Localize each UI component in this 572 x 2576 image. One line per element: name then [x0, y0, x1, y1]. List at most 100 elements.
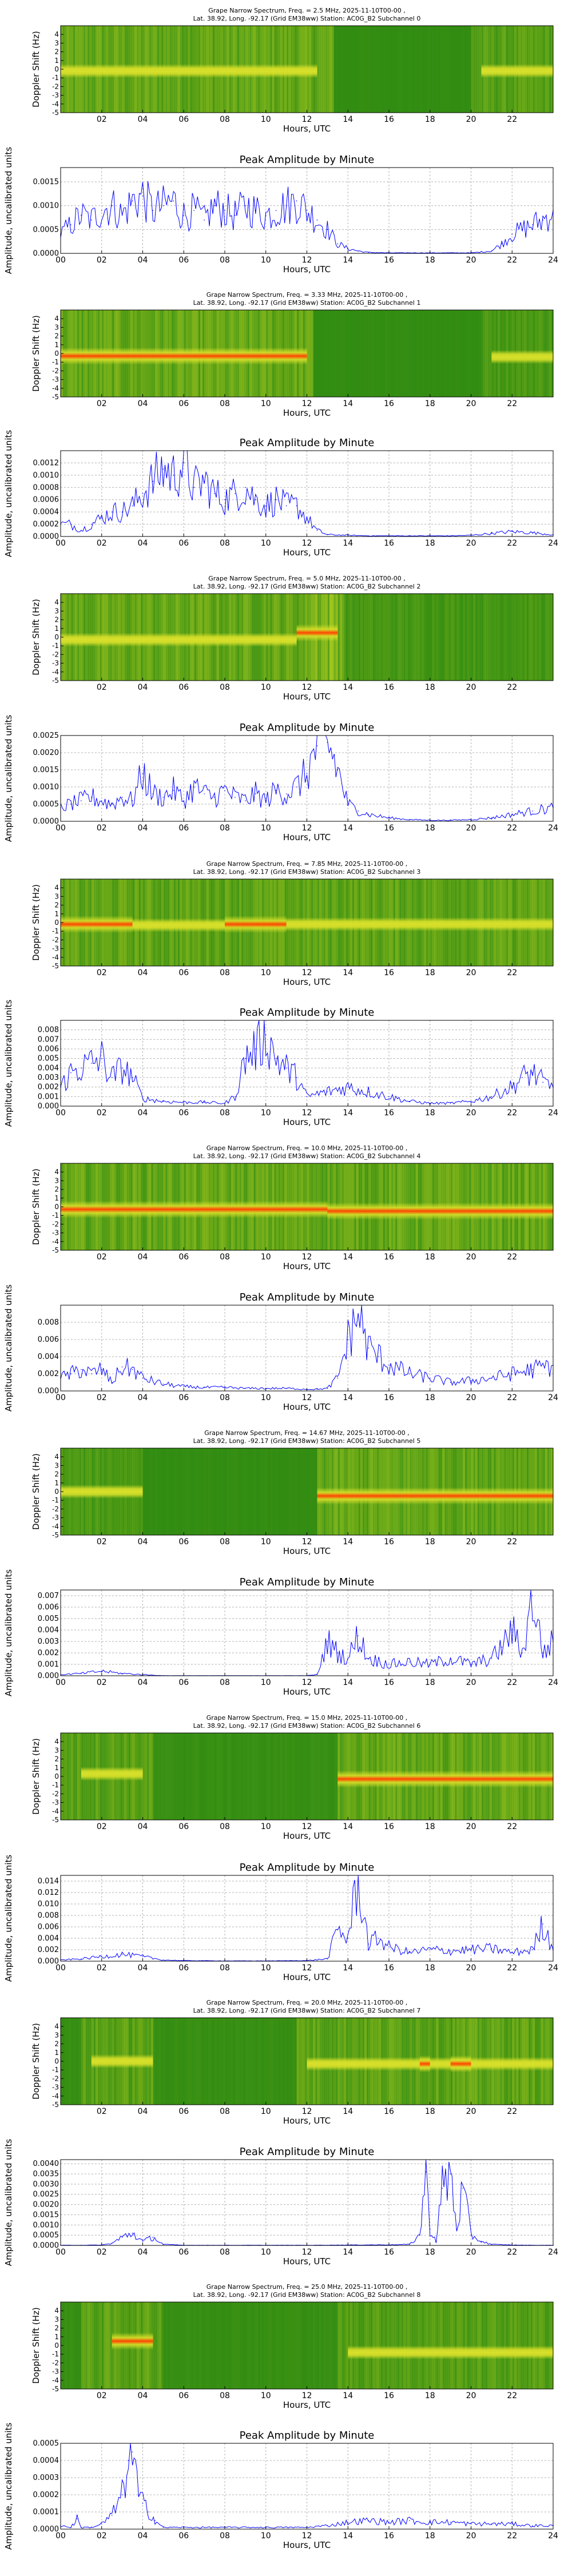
spectrogram-column [264, 1733, 267, 1820]
spectrogram-column [251, 1733, 254, 1820]
spectrogram-column [418, 2302, 420, 2389]
data-point [491, 251, 492, 252]
data-point [491, 1377, 492, 1379]
spectrogram-column [339, 594, 342, 681]
spectrogram-column [313, 1733, 316, 1820]
spectrogram-column [219, 1448, 221, 1535]
spectrogram-column [247, 1448, 249, 1535]
spectrogram-column [210, 2302, 213, 2389]
spectrogram-column [467, 26, 470, 113]
amplitude-panel: Peak Amplitude by Minute 0.000 0.002 0.004 0… [3, 1285, 558, 1412]
y-tick-label: 2 [54, 332, 59, 340]
x-tick-label: 14 [343, 2248, 353, 2257]
spectrogram-column [430, 310, 432, 397]
x-tick-label: 22 [507, 1108, 517, 1118]
spectrogram-column [389, 26, 391, 113]
x-tick-label: 10 [261, 2248, 271, 2257]
x-tick-label: 14 [343, 1537, 353, 1547]
spectrogram-column [313, 2302, 316, 2389]
spectrogram-column [196, 2018, 198, 2105]
x-tick-label: 06 [178, 1253, 189, 1262]
x-tick-label: 22 [507, 399, 517, 408]
x-tick-label: 14 [343, 115, 353, 124]
x-tick-label: 22 [507, 1393, 517, 1402]
spectrogram-column [272, 2018, 275, 2105]
y-tick-label: 1 [54, 625, 59, 633]
x-tick-label: 02 [97, 115, 107, 124]
spectrogram-column [362, 310, 364, 397]
y-tick-label: -5 [52, 393, 59, 401]
data-point [368, 814, 369, 815]
spectrogram-column [157, 1448, 160, 1535]
spectrogram-column [276, 2018, 279, 2105]
spectrogram-column [303, 1733, 305, 1820]
spectrogram-column [407, 310, 410, 397]
x-tick-label: 22 [507, 2107, 517, 2116]
x-tick-label: 14 [343, 1822, 353, 1831]
x-tick-label: 02 [97, 1108, 107, 1118]
spectrogram-column [467, 2302, 470, 2389]
spectrogram-column [440, 26, 443, 113]
spectrogram-column [419, 26, 422, 113]
spectrogram-column [268, 1448, 270, 1535]
x-axis-label: Hours, UTC [283, 2256, 331, 2267]
spectrogram-panel: Grape Narrow Spectrum, Freq. = 2.5 MHz, … [31, 7, 554, 134]
data-point [327, 229, 328, 230]
spectrogram-column [485, 594, 488, 681]
spectrogram-column [173, 1448, 176, 1535]
spectrogram-column [249, 1448, 252, 1535]
spectrogram-column [384, 310, 387, 397]
amplitude-title: Peak Amplitude by Minute [240, 154, 375, 166]
spectrogram-column [483, 310, 486, 397]
y-tick-label: 0.002 [38, 1083, 59, 1092]
spectrogram-column [313, 310, 315, 397]
x-tick-label: 16 [384, 256, 394, 265]
x-tick-label: 08 [220, 968, 230, 977]
data-point [101, 1058, 102, 1059]
data-point [235, 797, 236, 798]
spectrogram-column [442, 310, 444, 397]
spectrogram-column [223, 2302, 225, 2389]
spectrogram-column [432, 2302, 435, 2389]
x-tick-label: 24 [548, 1678, 558, 1687]
data-point [148, 2511, 150, 2513]
spectrogram-column [454, 2302, 457, 2389]
spectrogram-column [292, 1448, 295, 1535]
data-point [532, 1949, 533, 1950]
spectrogram-column [508, 2302, 511, 2389]
spectrogram-column [346, 310, 348, 397]
spectrogram-column [309, 1733, 312, 1820]
x-tick-label: 20 [466, 1822, 476, 1831]
y-tick-label: -3 [52, 92, 59, 100]
y-tick-label: 0.0000 [33, 2525, 59, 2534]
x-tick-label: 04 [138, 1822, 148, 1831]
spectrogram-column [364, 26, 367, 113]
spectrogram-column [300, 2018, 303, 2105]
spectrogram-column [337, 26, 340, 113]
spectrogram-signal-band [419, 2055, 430, 2073]
x-tick-label: 18 [425, 1678, 435, 1687]
data-point [316, 530, 318, 531]
spectrogram-column [514, 594, 517, 681]
spectrogram-column [387, 2302, 390, 2389]
y-tick-label: 0.0010 [33, 471, 59, 480]
y-axis-label: Doppler Shift (Hz) [31, 884, 41, 961]
x-tick-label: 16 [384, 115, 394, 124]
y-tick-label: 0.004 [38, 1626, 59, 1635]
x-tick-label: 08 [220, 115, 230, 124]
x-tick-label: 16 [384, 399, 394, 408]
x-tick-label: 06 [178, 1393, 189, 1402]
spectrogram-column [245, 1733, 248, 1820]
spectrogram-column [235, 2018, 238, 2105]
spectrogram-column [405, 2302, 408, 2389]
data-point [327, 1091, 328, 1092]
y-tick-label: -4 [52, 1522, 59, 1531]
data-point [388, 1365, 390, 1366]
y-tick-label: 4 [54, 30, 59, 38]
spectrogram-title-line1: Grape Narrow Spectrum, Freq. = 10.0 MHz,… [206, 1144, 408, 1152]
spectrogram-title-line1: Grape Narrow Spectrum, Freq. = 20.0 MHz,… [206, 1999, 408, 2006]
data-point [121, 2494, 123, 2495]
x-tick-label: 20 [466, 683, 476, 692]
spectrogram-column [401, 26, 404, 113]
spectrogram-column [506, 2302, 509, 2389]
